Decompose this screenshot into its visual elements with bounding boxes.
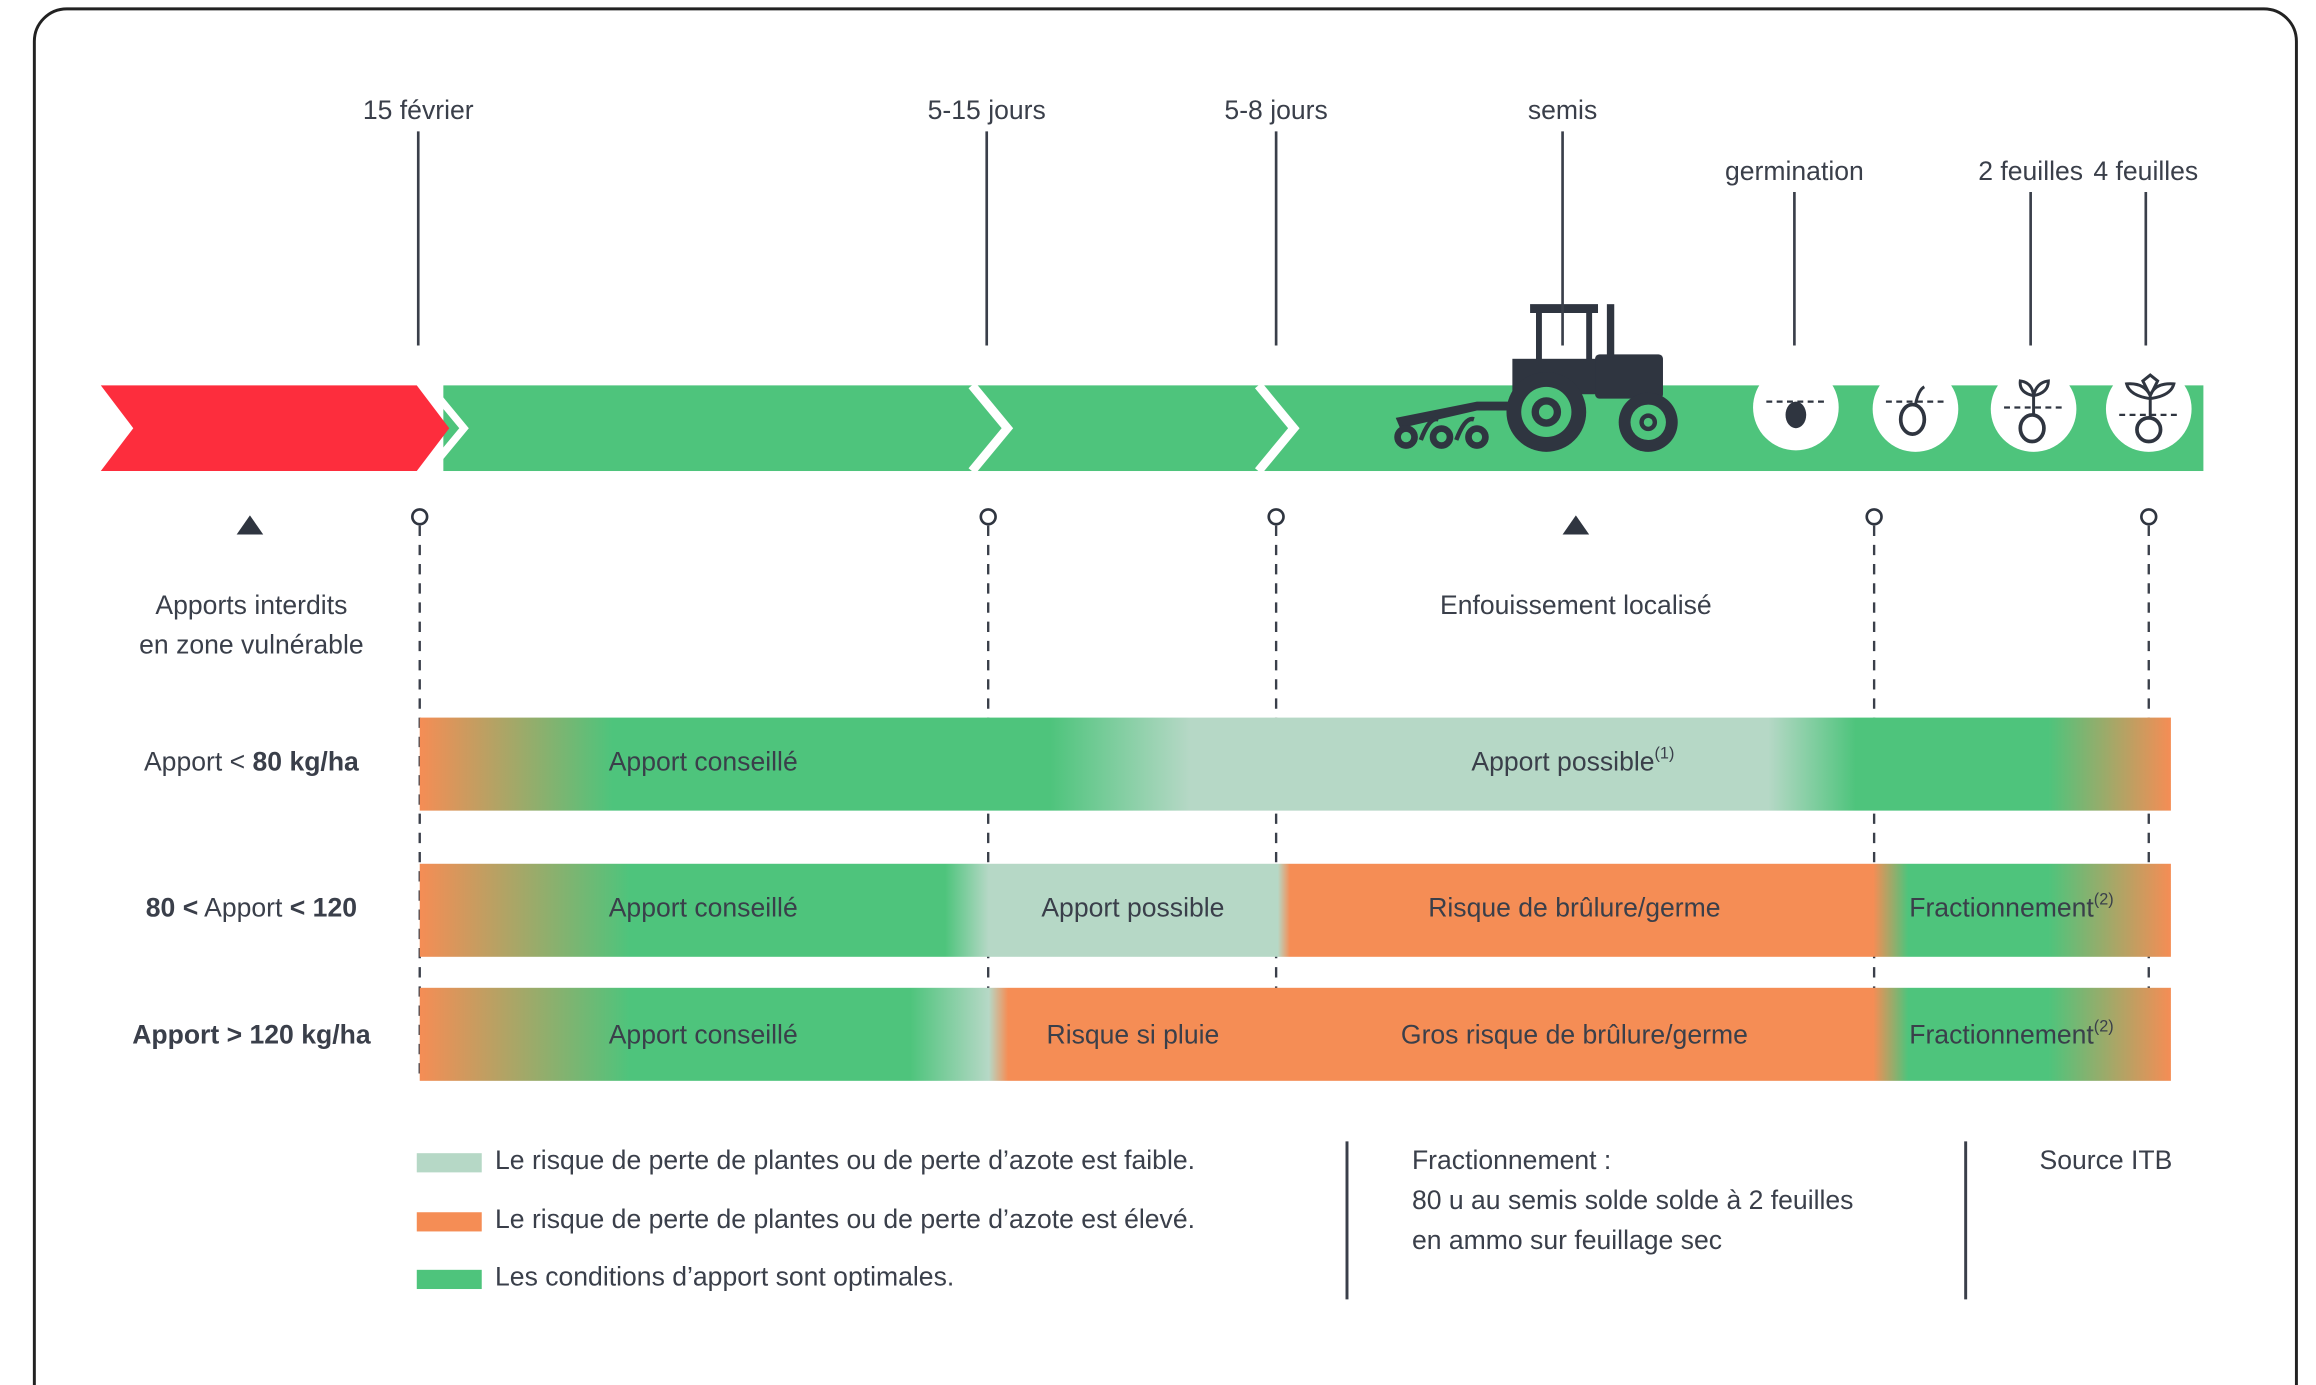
zone-note: Apports interdits bbox=[155, 590, 347, 620]
milestone-label: 5-15 jours bbox=[928, 95, 1046, 125]
note-title: Fractionnement : bbox=[1412, 1145, 1611, 1175]
milestone-label: 4 feuilles bbox=[2093, 156, 2198, 186]
segment-footnote: (1) bbox=[1655, 745, 1675, 763]
milestone-label: germination bbox=[1725, 156, 1864, 186]
segment-text: Gros risque de brûlure/germe bbox=[1401, 1020, 1748, 1050]
segment-text: Apport conseillé bbox=[609, 746, 798, 776]
diagram: Fractionnement : 80 u au semis solde sol… bbox=[0, 0, 2316, 1385]
milestone-label: 15 février bbox=[363, 95, 474, 125]
legend-swatch bbox=[417, 1153, 482, 1172]
segment-text: Fractionnement bbox=[1909, 1020, 2094, 1050]
segment-text: Risque de brûlure/germe bbox=[1428, 893, 1720, 923]
note-line: en ammo sur feuillage sec bbox=[1412, 1225, 1722, 1255]
segment-label: Fractionnement(2) bbox=[1909, 891, 2113, 923]
row-label: Apport < 80 kg/ha bbox=[144, 746, 359, 776]
source: Source ITB bbox=[2040, 1145, 2173, 1175]
segment-footnote: (2) bbox=[2094, 891, 2114, 909]
milestone-label: semis bbox=[1528, 95, 1597, 125]
note-line: 80 u au semis solde solde à 2 feuilles bbox=[1412, 1185, 1854, 1215]
segment-label: Apport conseillé bbox=[609, 893, 798, 923]
row-label-part: 80 < bbox=[146, 893, 198, 923]
segment-text: Fractionnement bbox=[1909, 893, 2094, 923]
segment-text: Risque si pluie bbox=[1047, 1020, 1220, 1050]
legend-swatch bbox=[417, 1270, 482, 1289]
segment-label: Fractionnement(2) bbox=[1909, 1018, 2113, 1050]
frame bbox=[34, 9, 2296, 1385]
legend-swatch bbox=[417, 1212, 482, 1231]
segment-label: Risque si pluie bbox=[1047, 1020, 1220, 1050]
segment-text: Apport conseillé bbox=[609, 893, 798, 923]
marker-circles bbox=[412, 509, 2156, 524]
segment-label: Apport conseillé bbox=[609, 1020, 798, 1050]
segment-label: Apport possible bbox=[1041, 893, 1224, 923]
segment-label: Apport possible(1) bbox=[1471, 745, 1674, 777]
segment-text: Apport conseillé bbox=[609, 1020, 798, 1050]
segment-label: Risque de brûlure/germe bbox=[1428, 893, 1720, 923]
segment-label: Apport conseillé bbox=[609, 746, 798, 776]
row-label-part: Apport < bbox=[144, 746, 253, 776]
zone-note: en zone vulnérable bbox=[139, 630, 363, 660]
segment-text: Apport possible bbox=[1471, 746, 1654, 776]
segment-label: Gros risque de brûlure/germe bbox=[1401, 1020, 1748, 1050]
row-label: 80 < Apport < 120 bbox=[146, 893, 357, 923]
segment-text: Apport possible bbox=[1041, 893, 1224, 923]
milestone-label: 2 feuilles bbox=[1978, 156, 2083, 186]
segment-footnote: (2) bbox=[2094, 1018, 2114, 1036]
legend-text: Le risque de perte de plantes ou de pert… bbox=[495, 1204, 1195, 1234]
row-label-part: Apport bbox=[198, 893, 290, 923]
row-label: Apport > 120 kg/ha bbox=[132, 1020, 371, 1050]
milestone-label: 5-8 jours bbox=[1224, 95, 1327, 125]
row-label-part: Apport > 120 kg/ha bbox=[132, 1020, 371, 1050]
legend-text: Le risque de perte de plantes ou de pert… bbox=[495, 1145, 1195, 1175]
zone-note: Enfouissement localisé bbox=[1440, 590, 1712, 620]
row-label-part: < 120 bbox=[290, 893, 357, 923]
legend-text: Les conditions d’apport sont optimales. bbox=[495, 1262, 954, 1292]
row-label-part: 80 kg/ha bbox=[253, 746, 360, 776]
tractor-icon bbox=[1394, 304, 1677, 452]
